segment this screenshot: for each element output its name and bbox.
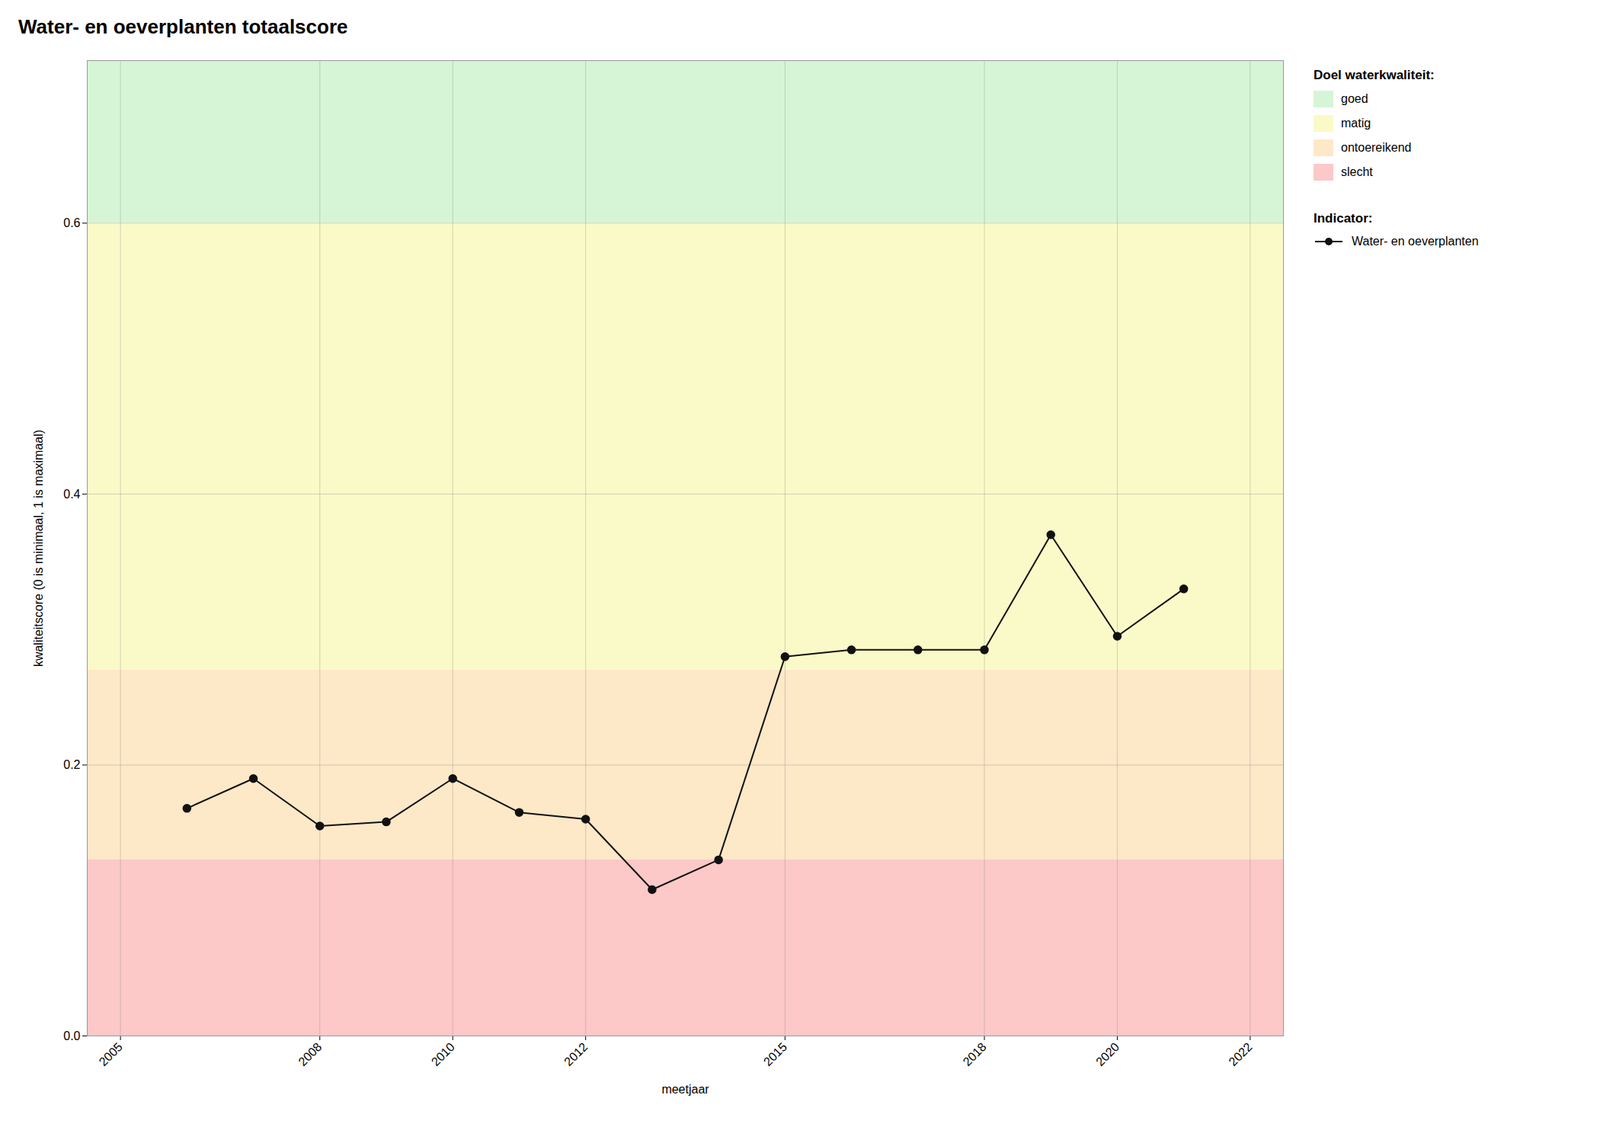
html-text:Indicator:: Indicator:: [1313, 211, 1373, 226]
svg-text:0.4: 0.4: [63, 487, 80, 501]
svg-text:2020: 2020: [1093, 1040, 1122, 1069]
svg-text:2012: 2012: [561, 1040, 590, 1069]
html-text:goed: goed: [1340, 92, 1369, 106]
svg-text:2018: 2018: [960, 1040, 989, 1069]
svg-text:0.0: 0.0: [63, 1029, 80, 1043]
svg-text:2008: 2008: [295, 1040, 324, 1069]
svg-text:meetjaar: meetjaar: [661, 1082, 710, 1096]
html-text:matig: matig: [1340, 116, 1371, 130]
svg-text:0.6: 0.6: [63, 216, 80, 230]
svg-text:kwaliteitscore (0 is minimaal,: kwaliteitscore (0 is minimaal, 1 is maxi…: [32, 429, 45, 667]
svg-text:2015: 2015: [761, 1040, 790, 1069]
svg-text:2005: 2005: [96, 1040, 125, 1069]
html-text:Water- en oeverplanten totaals: Water- en oeverplanten totaalscore: [18, 15, 348, 39]
svg-text:2010: 2010: [428, 1040, 458, 1069]
html-text:slecht: slecht: [1340, 165, 1373, 179]
html-text:Doel waterkwaliteit:: Doel waterkwaliteit:: [1313, 67, 1435, 83]
html-text:Water- en oeverplanten: Water- en oeverplanten: [1351, 234, 1479, 248]
svg-text:2022: 2022: [1225, 1040, 1255, 1069]
html-text:ontoereikend: ontoereikend: [1340, 140, 1412, 154]
svg-text:0.2: 0.2: [63, 758, 80, 772]
